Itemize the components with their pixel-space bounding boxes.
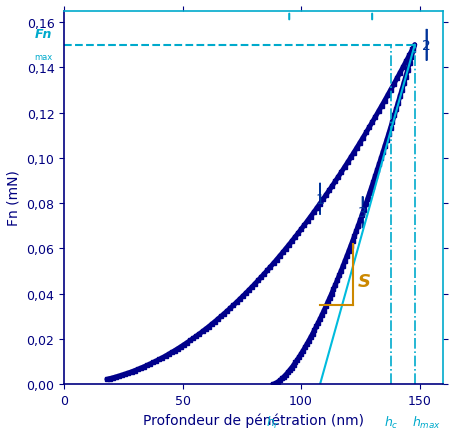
- Text: $h_c$: $h_c$: [384, 414, 399, 430]
- Text: 2: 2: [422, 39, 431, 53]
- Text: $h_r$: $h_r$: [266, 414, 280, 430]
- Y-axis label: Fn (mN): Fn (mN): [7, 170, 21, 226]
- X-axis label: Profondeur de pénétration (nm): Profondeur de pénétration (nm): [143, 413, 364, 427]
- Text: 3: 3: [358, 206, 367, 220]
- Text: Fn: Fn: [35, 28, 52, 41]
- Text: max: max: [34, 53, 52, 61]
- Text: S: S: [358, 272, 371, 290]
- Text: 1: 1: [316, 192, 324, 206]
- Text: $h_{max}$: $h_{max}$: [412, 414, 441, 430]
